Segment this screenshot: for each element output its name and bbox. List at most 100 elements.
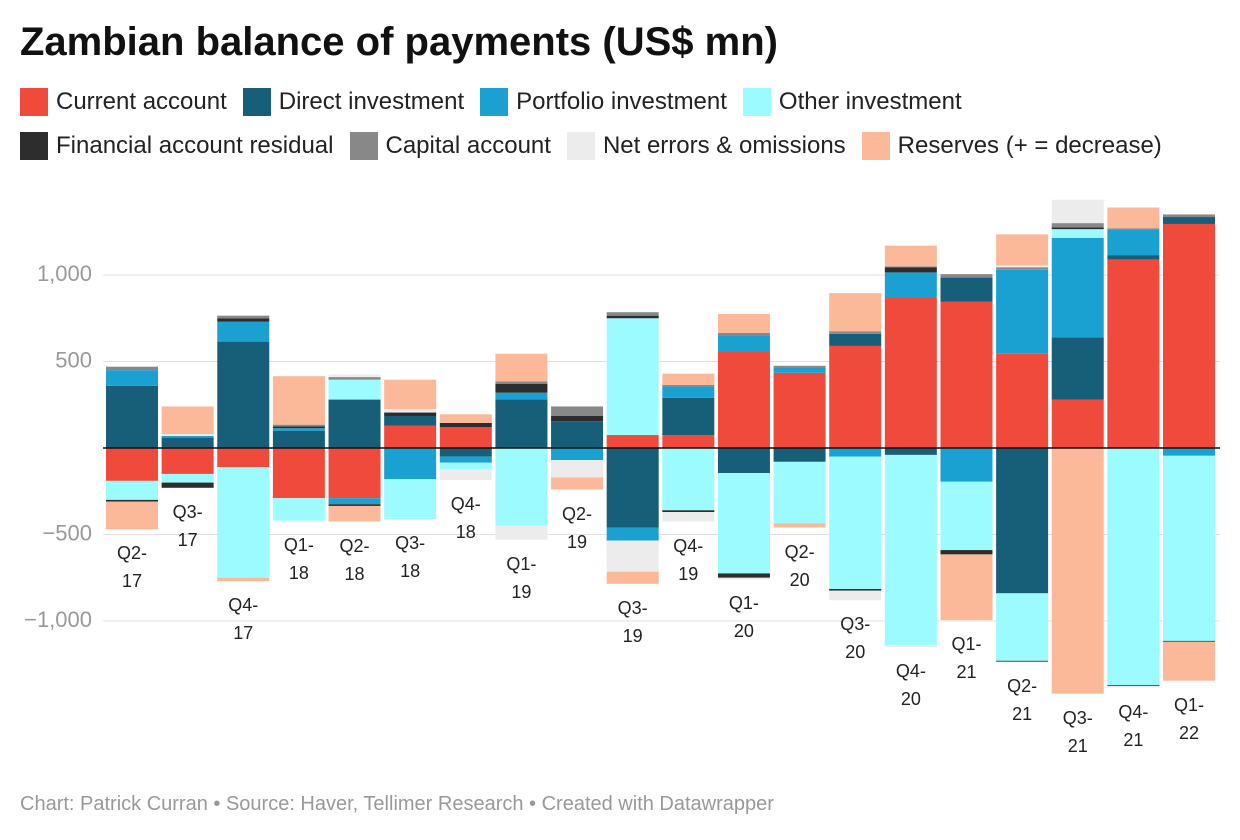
bar-segment — [272, 498, 325, 521]
bar-segment — [161, 437, 214, 448]
x-tick-label: Q1-20 — [728, 593, 759, 642]
bar-segment — [717, 313, 770, 333]
bar-segment — [272, 424, 325, 427]
x-tick-label: Q1-19 — [506, 553, 537, 602]
legend-label: Capital account — [385, 132, 551, 159]
bar-segment — [1051, 223, 1104, 228]
bar-segment — [717, 473, 770, 574]
legend-label: Current account — [56, 88, 227, 115]
bar-segment — [328, 374, 381, 378]
bar-segment — [495, 399, 548, 448]
bar-segment — [328, 448, 381, 499]
bar-segment — [1107, 259, 1160, 448]
bar-segment — [384, 479, 437, 519]
bar-segment — [161, 435, 214, 438]
bar-segment — [884, 448, 937, 455]
bar-segment — [551, 406, 604, 416]
legend-label: Portfolio investment — [516, 88, 727, 115]
bar-segment — [1107, 685, 1160, 688]
bar-segment — [384, 448, 437, 480]
bar-segment — [1163, 223, 1215, 448]
bar-segment — [996, 660, 1049, 662]
x-tick-label: Q2-19 — [562, 503, 593, 552]
bar-segment — [996, 353, 1049, 448]
legend-label: Net errors & omissions — [602, 132, 846, 159]
bar-segment — [940, 448, 993, 482]
bar-segment — [217, 467, 270, 578]
bar-segment — [996, 448, 1049, 594]
x-tick-label: Q2-17 — [116, 543, 147, 592]
bar-segment — [495, 381, 548, 384]
bar-segment — [940, 550, 993, 555]
bar-segment — [495, 353, 548, 382]
legend-swatch — [20, 88, 48, 116]
bar-segment — [495, 525, 548, 540]
bar-segment — [884, 645, 937, 647]
bar-segment — [161, 473, 214, 483]
bar-segment — [606, 435, 659, 448]
bar-segment — [1051, 337, 1104, 400]
bar-segment — [217, 577, 270, 582]
bar-segment — [328, 377, 381, 380]
x-tick-label: Q3-17 — [172, 501, 203, 550]
bar-segment — [717, 573, 770, 578]
bar-segment — [1107, 255, 1160, 260]
legend-swatch — [861, 132, 890, 160]
bar-segment — [217, 315, 270, 319]
x-tick-label: Q2-20 — [784, 541, 815, 590]
bar-segment — [1163, 448, 1215, 456]
bar-segment — [773, 372, 826, 448]
x-tick-label: Q4-17 — [228, 595, 259, 644]
legend: Current account Direct investment Portfoli… — [20, 88, 1220, 160]
bar-segment — [884, 266, 937, 268]
legend-label: Reserves (+ = decrease) — [897, 132, 1162, 159]
bar-segment — [829, 333, 882, 346]
legend-swatch — [742, 88, 771, 116]
bar-segment — [272, 426, 325, 429]
bar-segment — [940, 481, 993, 551]
bar-segment — [884, 272, 937, 298]
bar-segment — [217, 341, 270, 448]
bar-segment — [829, 331, 882, 334]
bar-segment — [996, 267, 1049, 270]
bar-segment — [773, 461, 826, 524]
bar-segment — [606, 527, 659, 541]
bar-segment — [106, 448, 158, 481]
bar-segment — [439, 469, 492, 481]
bar-segment — [606, 318, 659, 436]
y-tick-label: −500 — [42, 520, 92, 545]
bar-segment — [662, 448, 715, 511]
x-tick-label: Q3-18 — [395, 532, 426, 581]
bar-segment — [495, 392, 548, 400]
bar-segment — [606, 448, 659, 528]
bar-segment — [1163, 455, 1215, 641]
bar-segment — [829, 345, 882, 448]
legend-swatch — [480, 88, 509, 116]
bar-segment — [717, 448, 770, 474]
bar-segment — [272, 448, 325, 499]
x-tick-label: Q4-21 — [1118, 701, 1149, 750]
y-tick-label: −1,000 — [24, 607, 92, 632]
y-tick-label: 500 — [55, 347, 92, 372]
y-tick-label: 1,000 — [37, 261, 92, 286]
bar-segment — [217, 321, 270, 342]
legend-label: Direct investment — [278, 88, 465, 115]
bar-segment — [884, 297, 937, 448]
bar-segment — [1051, 227, 1104, 230]
legend-swatch — [242, 88, 271, 116]
bar-segment — [940, 277, 993, 302]
legend-swatch — [566, 132, 595, 160]
bar-segment — [217, 448, 270, 468]
bar-segment — [384, 425, 437, 448]
bar-segment — [1051, 237, 1104, 338]
bar-segment — [1163, 214, 1215, 218]
x-tick-label: Q4-20 — [895, 660, 926, 709]
bar-segment — [328, 399, 381, 448]
bar-segment — [662, 435, 715, 448]
legend-label: Other investment — [778, 88, 962, 115]
x-tick-label: Q1-22 — [1173, 694, 1204, 743]
bar-segment — [996, 269, 1049, 354]
legend-item: Portfolio investment — [480, 88, 727, 116]
x-tick-label: Q1-18 — [283, 534, 314, 583]
legend-item: Reserves (+ = decrease) — [861, 132, 1162, 160]
